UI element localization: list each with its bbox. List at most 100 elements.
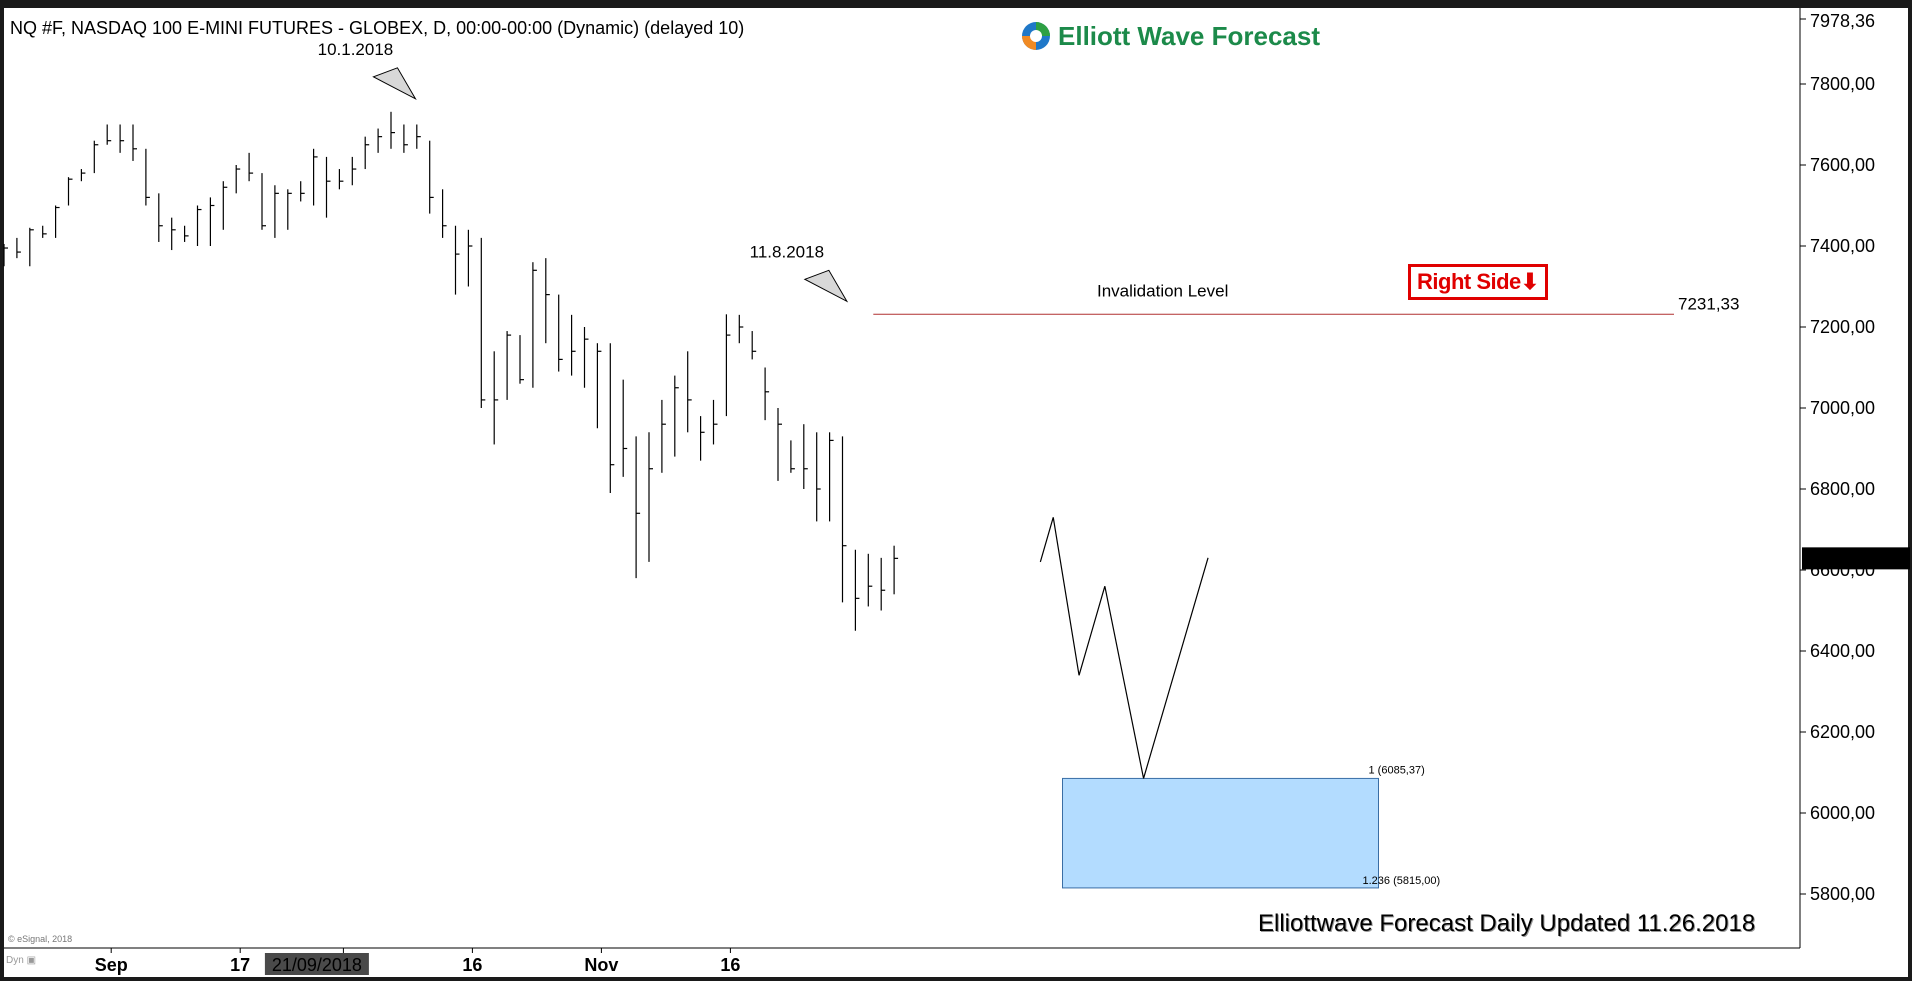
ohlc-bar [145, 148, 150, 206]
ohlc-bar [261, 173, 266, 230]
ohlc-bar [790, 440, 795, 473]
ohlc-bar [467, 229, 473, 287]
ohlc-bar [3, 243, 8, 267]
ohlc-bar [661, 399, 666, 473]
ohlc-bar [699, 416, 705, 461]
ohlc-bar [390, 111, 395, 149]
ohlc-bar [171, 217, 176, 251]
ohlc-bar [777, 408, 782, 481]
ohlc-bar [635, 436, 641, 579]
footer-updated: Elliottwave Forecast Daily Updated 11.26… [1258, 910, 1756, 937]
ohlc-bar [480, 237, 486, 408]
ohlc-bar [738, 314, 744, 344]
ohlc-bar [622, 379, 628, 477]
y-tick-label: 7000,00 [1810, 398, 1875, 418]
ohlc-bar [880, 557, 886, 611]
ohlc-bar [596, 343, 602, 429]
ohlc-bar [674, 375, 679, 457]
brand-name: Elliott Wave Forecast [1058, 20, 1320, 51]
ohlc-bar [558, 294, 563, 372]
ohlc-bar [854, 549, 860, 631]
invalidation-label: Invalidation Level [1097, 281, 1228, 300]
ohlc-bar [583, 327, 589, 388]
ohlc-bar [54, 205, 60, 238]
ohlc-bar [93, 140, 99, 174]
x-tick-label: 16 [462, 955, 482, 975]
dyn-label: Dyn ▣ [6, 955, 36, 966]
ohlc-bar [16, 237, 21, 259]
ohlc-bar [67, 177, 73, 206]
ohlc-bar [80, 169, 86, 182]
current-price-label: 6628,75 [1808, 548, 1873, 568]
ohlc-bar [764, 367, 770, 421]
ohlc-bar [222, 181, 228, 230]
ohlc-bar [248, 152, 254, 182]
ohlc-bar [351, 156, 357, 186]
ohlc-bar [209, 197, 215, 246]
elliott-logo-icon [1022, 22, 1050, 50]
ohlc-bar [867, 553, 873, 607]
y-tick-label: 5800,00 [1810, 884, 1875, 904]
ohlc-bar [454, 225, 460, 295]
ohlc-bar [196, 205, 202, 246]
right-side-badge: Right Side⬇ [1408, 264, 1548, 300]
ohlc-bar [313, 148, 318, 206]
ohlc-bar [29, 227, 34, 267]
cursor-date-box [264, 953, 369, 975]
ohlc-bar [274, 185, 279, 238]
arrow-down-icon: ⬇ [1520, 269, 1539, 294]
x-tick-label: 17 [230, 955, 250, 975]
ohlc-bar [416, 124, 421, 149]
ohlc-bar [429, 140, 434, 214]
copyright-text: © eSignal, 2018 [8, 934, 73, 944]
x-tick-label: Sep [95, 955, 128, 975]
ohlc-bar [42, 225, 47, 238]
ohlc-bar [493, 351, 499, 445]
ohlc-bar [532, 262, 537, 388]
fb-icon: ▣ [26, 955, 37, 966]
ohlc-bar [506, 331, 512, 400]
ohlc-bar [570, 314, 576, 376]
ohlc-bar [325, 156, 331, 218]
ohlc-bar [364, 136, 370, 170]
projection-path [1039, 517, 1209, 779]
current-price-box [1802, 547, 1910, 570]
ohlc-bar [235, 165, 241, 194]
x-tick-label: Nov [584, 955, 618, 975]
ohlc-bar [609, 343, 615, 494]
ohlc-bar [338, 169, 344, 190]
ohlc-bar [106, 124, 112, 145]
invalidation-price-label: 7231,33 [1678, 294, 1739, 313]
target-zone-box [1062, 777, 1379, 889]
brand-logo: Elliott Wave Forecast [1020, 20, 1320, 52]
ohlc-bar [816, 432, 821, 522]
right-side-label: Right Side [1417, 269, 1521, 294]
cursor-date-label: 21/09/2018 [272, 955, 362, 975]
ohlc-bar [300, 181, 305, 202]
x-tick-label: 16 [720, 955, 740, 975]
ohlc-bar [519, 335, 524, 384]
ohlc-bar [287, 189, 292, 230]
ohlc-bar [132, 124, 137, 161]
y-tick-label: 6400,00 [1810, 641, 1875, 661]
ohlc-bar [687, 351, 692, 433]
y-tick-label: 6800,00 [1810, 479, 1875, 499]
y-tick-label: 7400,00 [1810, 236, 1875, 256]
annotation-date-label: 11.8.2018 [750, 242, 824, 261]
ohlc-bar [403, 124, 408, 153]
ohlc-bar [184, 225, 189, 242]
ohlc-bar [751, 331, 757, 360]
ohlc-bar [803, 424, 808, 489]
y-tick-label: 6000,00 [1810, 803, 1875, 823]
ohlc-bar [725, 314, 731, 417]
ohlc-bar [648, 432, 653, 562]
annotation-date-label: 10.1.2018 [318, 40, 394, 59]
chart-title: NQ #F, NASDAQ 100 E-MINI FUTURES - GLOBE… [10, 18, 745, 38]
ohlc-bar [119, 124, 125, 153]
ohlc-bar [841, 436, 847, 603]
ohlc-bar [712, 399, 718, 445]
top-price-label: 7978,36 [1810, 11, 1875, 31]
ohlc-bar [377, 128, 383, 153]
